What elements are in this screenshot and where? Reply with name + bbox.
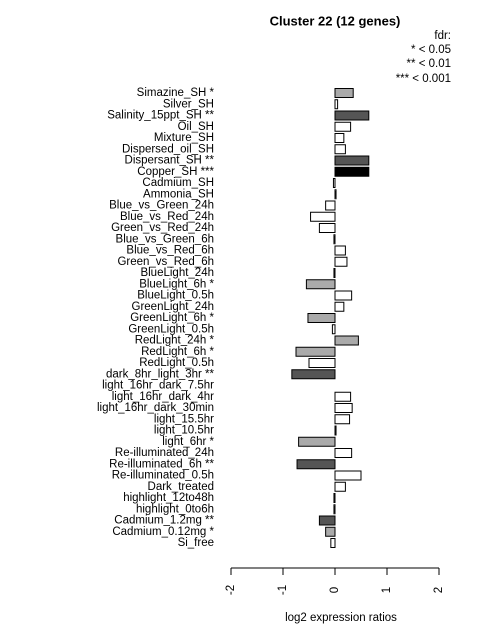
x-axis-label: log2 expression ratios bbox=[285, 612, 397, 624]
y-tick-label: GreenLight_24h bbox=[132, 301, 214, 313]
bar bbox=[334, 121, 352, 132]
x-tick-label: -2 bbox=[225, 585, 237, 595]
y-tick-label: Blue_vs_Red_24h bbox=[120, 211, 214, 223]
bar bbox=[334, 256, 348, 267]
bar bbox=[334, 481, 346, 492]
x-tick-label: 0 bbox=[329, 587, 341, 593]
bar bbox=[318, 223, 336, 233]
y-tick-label: Ammonia_SH bbox=[143, 188, 214, 200]
bar bbox=[334, 301, 345, 312]
bar bbox=[298, 436, 336, 447]
y-tick-label: Dispersed_oil_SH bbox=[122, 143, 214, 155]
bar bbox=[330, 538, 336, 548]
bar bbox=[334, 155, 370, 166]
y-tick-label: light_6hr * bbox=[162, 436, 214, 448]
y-tick-label: RedLight_0.5h bbox=[139, 357, 214, 369]
y-tick-label: Oil_SH bbox=[178, 121, 214, 133]
y-tick-label: GreenLight_6h * bbox=[130, 312, 214, 324]
legend-entry: ** < 0.01 bbox=[407, 58, 451, 70]
bar bbox=[334, 391, 352, 402]
y-tick-label: light_16hr_dark_4hr bbox=[112, 391, 214, 403]
bar bbox=[333, 493, 336, 503]
bar bbox=[305, 279, 336, 290]
y-tick-label: Cadmium_0.12mg * bbox=[112, 526, 214, 538]
y-tick-label: Cadmium_SH bbox=[142, 177, 214, 189]
legend-entry: * < 0.05 bbox=[411, 44, 451, 56]
y-tick-label: Green_vs_Red_6h bbox=[117, 256, 214, 268]
y-tick-label: Mixture_SH bbox=[154, 132, 214, 144]
y-tick-label: BlueLight_6h * bbox=[139, 278, 214, 290]
y-tick-label: Silver_SH bbox=[163, 98, 214, 110]
y-tick-label: Dispersant_SH ** bbox=[125, 155, 215, 167]
bar bbox=[332, 178, 336, 188]
y-tick-label: light_10.5hr bbox=[154, 425, 214, 437]
y-tick-label: Cadmium_1.2mg ** bbox=[114, 515, 214, 527]
bar bbox=[334, 470, 362, 481]
bar bbox=[295, 346, 336, 357]
bar bbox=[334, 144, 346, 155]
y-tick-label: RedLight_6h * bbox=[141, 346, 214, 358]
y-tick-label: Salinity_15ppt_SH ** bbox=[107, 110, 214, 122]
x-tick-label: 2 bbox=[433, 587, 445, 593]
bar bbox=[334, 448, 353, 458]
bar bbox=[334, 414, 351, 425]
chart-title: Cluster 22 (12 genes) bbox=[270, 13, 401, 28]
y-tick-label: BlueLight_24h bbox=[140, 267, 214, 279]
y-tick-label: GreenLight_0.5h bbox=[128, 323, 214, 335]
bar bbox=[333, 234, 336, 245]
y-tick-label: light_16hr_dark_30min bbox=[97, 402, 214, 414]
y-tick-label: Green_vs_Red_24h bbox=[111, 222, 214, 234]
bar bbox=[307, 313, 336, 323]
y-tick-label: Simazine_SH * bbox=[137, 87, 215, 99]
bar bbox=[333, 268, 336, 278]
y-tick-label: light_15.5hr bbox=[154, 413, 214, 425]
bar bbox=[325, 200, 336, 211]
bar bbox=[334, 403, 353, 413]
bar bbox=[334, 133, 345, 143]
bar bbox=[334, 189, 337, 200]
y-tick-label: highlight_12to48h bbox=[123, 492, 214, 504]
y-tick-label: Blue_vs_Green_6h bbox=[116, 233, 214, 245]
x-tick-label: -1 bbox=[277, 585, 289, 595]
y-tick-label: light_16hr_dark_7.5hr bbox=[102, 380, 214, 392]
y-tick-label: Blue_vs_Green_24h bbox=[109, 200, 214, 212]
bar bbox=[296, 459, 336, 470]
y-tick-label: Dark_treated bbox=[148, 481, 214, 493]
bar bbox=[334, 110, 370, 121]
bar bbox=[334, 166, 370, 177]
y-tick-label: RedLight_24h * bbox=[135, 335, 215, 347]
y-tick-label: Re-illuminated_6h ** bbox=[109, 458, 214, 470]
bar bbox=[291, 369, 336, 380]
y-tick-label: highlight_0to6h bbox=[136, 503, 214, 515]
y-tick-label: Blue_vs_Red_6h bbox=[126, 245, 214, 257]
bar bbox=[325, 526, 336, 537]
y-tick-label: Re-illuminated_0.5h bbox=[112, 470, 214, 482]
bar bbox=[334, 99, 339, 110]
y-tick-label: dark_8hr_light_3hr ** bbox=[106, 368, 215, 380]
bar bbox=[334, 290, 353, 301]
bar bbox=[318, 515, 336, 526]
bar bbox=[333, 504, 336, 515]
bar bbox=[308, 358, 336, 368]
y-tick-label: Re-illuminated_24h bbox=[115, 447, 214, 459]
bar bbox=[334, 245, 346, 256]
y-tick-label: Si_free bbox=[178, 537, 214, 549]
x-tick-label: 1 bbox=[381, 587, 393, 593]
y-tick-label: Copper_SH *** bbox=[137, 166, 214, 178]
legend-title: fdr: bbox=[434, 30, 451, 42]
y-tick-label: BlueLight_0.5h bbox=[137, 290, 214, 302]
bar bbox=[334, 335, 359, 346]
bar bbox=[334, 425, 337, 436]
bar bbox=[310, 211, 336, 222]
legend-entry: *** < 0.001 bbox=[396, 73, 451, 85]
bar bbox=[334, 88, 354, 98]
bar bbox=[331, 324, 336, 335]
